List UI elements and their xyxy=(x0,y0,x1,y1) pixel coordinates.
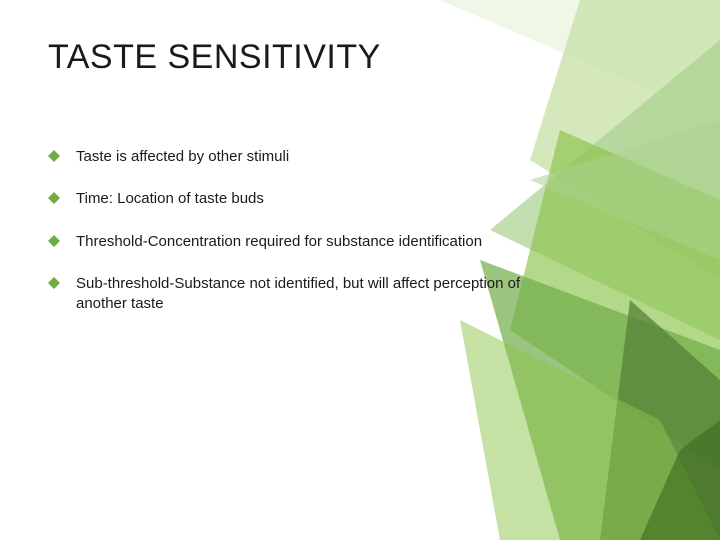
list-item-text: Threshold-Concentration required for sub… xyxy=(76,233,482,250)
diamond-icon xyxy=(48,192,60,204)
list-item-text: Time: Location of taste buds xyxy=(76,190,264,207)
slide-title: TASTE SENSITIVITY xyxy=(48,38,672,77)
diamond-icon xyxy=(48,150,60,162)
list-item: Sub-threshold-Substance not identified, … xyxy=(48,274,548,315)
bullet-list: Taste is affected by other stimuli Time:… xyxy=(48,147,548,314)
list-item-text: Sub-threshold-Substance not identified, … xyxy=(76,275,520,312)
list-item-text: Taste is affected by other stimuli xyxy=(76,148,289,165)
diamond-icon xyxy=(48,277,60,289)
list-item: Threshold-Concentration required for sub… xyxy=(48,232,548,252)
diamond-icon xyxy=(48,235,60,247)
slide-content: TASTE SENSITIVITY Taste is affected by o… xyxy=(0,0,720,314)
list-item: Taste is affected by other stimuli xyxy=(48,147,548,167)
list-item: Time: Location of taste buds xyxy=(48,189,548,209)
